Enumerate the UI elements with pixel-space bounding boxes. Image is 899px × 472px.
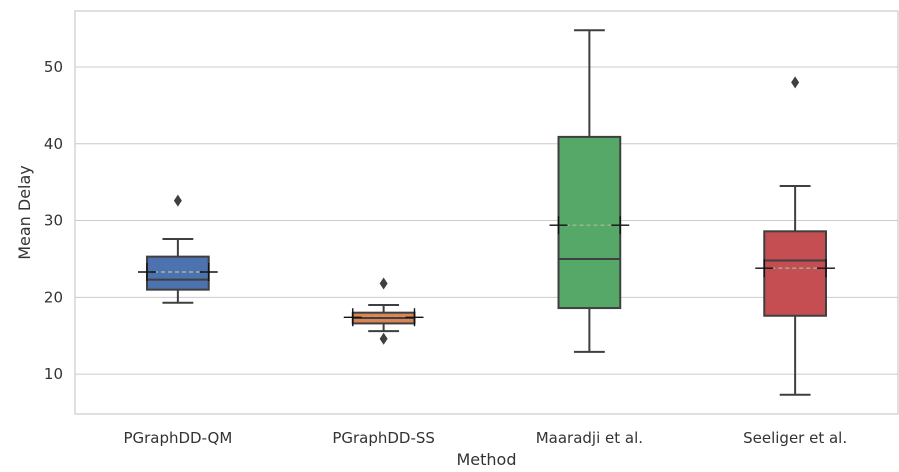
outlier-point	[173, 194, 182, 207]
mean-marker	[755, 259, 774, 278]
iqr-box	[763, 230, 827, 317]
y-tick-label: 50	[44, 58, 63, 76]
mean-marker	[405, 308, 424, 327]
x-tick-label: Seeliger et al.	[743, 429, 847, 447]
box-pgraphdd-ss	[343, 277, 424, 345]
labels: Method Mean Delay 10 20 30 40 50 PGraphDD-QM P…	[15, 58, 847, 469]
boxes	[138, 29, 835, 396]
mean-marker	[816, 259, 835, 278]
box-seeliger-et-al	[755, 76, 835, 396]
box-pgraphdd-qm	[138, 194, 218, 304]
x-tick-label: Maaradji et al.	[536, 429, 643, 447]
outlier-point	[791, 76, 800, 89]
mean-marker	[138, 262, 157, 281]
box-maaradji-et-al	[549, 29, 630, 353]
iqr-box	[146, 255, 210, 291]
mean-marker	[549, 216, 568, 235]
axes	[74, 10, 899, 415]
x-tick-label: PGraphDD-SS	[332, 429, 435, 447]
gridlines	[75, 66, 898, 375]
mean-marker	[343, 308, 362, 327]
y-tick-label: 30	[44, 212, 63, 230]
y-tick-label: 40	[44, 135, 63, 153]
x-tick-label: PGraphDD-QM	[123, 429, 232, 447]
x-axis-label: Method	[456, 450, 516, 468]
y-tick-label: 10	[44, 365, 63, 383]
mean-marker	[611, 216, 630, 235]
iqr-box	[557, 135, 622, 310]
plot-frame	[74, 10, 899, 415]
outlier-point	[379, 277, 388, 290]
outlier-point	[379, 332, 388, 345]
y-axis-label: Mean Delay	[15, 165, 34, 260]
y-tick-label: 20	[44, 288, 63, 306]
mean-marker	[199, 262, 218, 281]
